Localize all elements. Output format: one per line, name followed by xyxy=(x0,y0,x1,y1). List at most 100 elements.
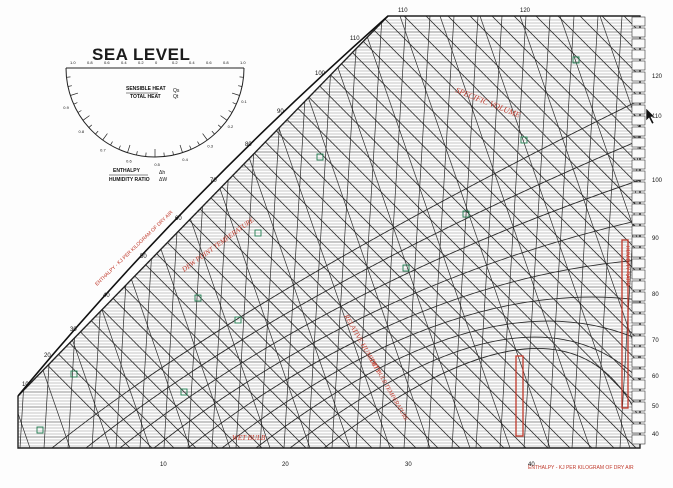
sat-label-30: 30 xyxy=(70,327,77,333)
right-scale-box xyxy=(631,247,646,258)
green-marker xyxy=(254,229,262,237)
protractor-arc-label: 0.6 xyxy=(126,159,132,164)
delta-w-symbol: ΔW xyxy=(159,177,167,183)
sat-label-100: 100 xyxy=(315,71,326,77)
sat-label-60: 60 xyxy=(175,216,182,222)
right-scale-box xyxy=(631,93,646,104)
enthalpy-line xyxy=(18,16,131,448)
chart-title: SEA LEVEL xyxy=(92,45,191,64)
top-label-120: 120 xyxy=(520,8,531,14)
bottom-label-10: 10 xyxy=(160,462,167,468)
right-scale-box xyxy=(631,280,646,291)
relative-humidity-curve xyxy=(187,259,640,448)
enthalpy-line xyxy=(205,16,637,448)
relative-humidity-curve xyxy=(323,348,640,448)
dry-bulb-line xyxy=(115,16,143,448)
dry-bulb-line xyxy=(67,16,95,448)
right-scale-box xyxy=(631,170,646,181)
bottom-label-40: 40 xyxy=(528,462,535,468)
dry-bulb-line xyxy=(307,16,335,448)
enthalpy-line xyxy=(557,16,640,448)
protractor-tick xyxy=(88,124,93,128)
enthalpy-line xyxy=(469,16,640,448)
dry-bulb-line xyxy=(595,16,623,448)
green-marker xyxy=(402,264,410,272)
relative-humidity-curve xyxy=(221,296,640,448)
protractor-scale-label: 1.0 xyxy=(240,60,246,65)
green-marker xyxy=(36,426,44,434)
specific-volume-line xyxy=(599,16,640,448)
right-label-110: 110 xyxy=(652,114,662,120)
dry-bulb-line xyxy=(547,16,575,448)
enthalpy-line xyxy=(491,16,640,448)
saturation-curve xyxy=(17,15,389,397)
protractor-tick xyxy=(220,115,228,121)
saturation-labels: 110 100 90 80 70 60 50 40 30 20 10 xyxy=(22,36,360,388)
protractor-arc-label: 0.7 xyxy=(100,147,106,152)
protractor-tick xyxy=(179,144,183,153)
annotation-humidity-ratio: HUMIDITY RATIO xyxy=(624,246,630,286)
annotation-wet-bulb: WET BULB xyxy=(232,434,266,442)
right-scale-box xyxy=(631,16,646,27)
right-scale-boxes xyxy=(631,16,646,445)
protractor-scale-label: 0 xyxy=(155,60,158,65)
dry-bulb-line xyxy=(283,16,311,448)
dry-bulb-line xyxy=(379,16,407,448)
specific-volume-line xyxy=(439,16,591,448)
dry-bulb-line xyxy=(91,16,119,448)
chart-grid xyxy=(18,16,673,448)
protractor-scale-label: 0.8 xyxy=(223,60,229,65)
enthalpy-line xyxy=(447,16,640,448)
enthalpy-line xyxy=(337,16,640,448)
mouse-cursor-icon xyxy=(645,107,656,125)
protractor-tick xyxy=(82,115,90,121)
right-scale-box xyxy=(631,236,646,247)
sat-label-50: 50 xyxy=(140,254,147,260)
dry-bulb-line xyxy=(475,16,503,448)
dry-bulb-line xyxy=(355,16,383,448)
right-scale-box xyxy=(631,126,646,137)
right-scale-box xyxy=(631,390,646,401)
right-scale-box xyxy=(631,313,646,324)
right-scale-box xyxy=(631,137,646,148)
right-scale-box xyxy=(631,401,646,412)
enthalpy-label: ENTHALPY xyxy=(113,168,141,174)
protractor-tick xyxy=(202,133,208,141)
bottom-label-30: 30 xyxy=(405,462,412,468)
protractor-scale-label: 0.6 xyxy=(104,60,110,65)
green-marker xyxy=(572,56,580,64)
specific-volume-line xyxy=(119,16,271,448)
relative-humidity-curve xyxy=(153,219,640,448)
protractor-arc-label: 0.9 xyxy=(63,105,69,110)
enthalpy-line xyxy=(18,16,175,448)
enthalpy-line xyxy=(668,16,673,448)
right-scale-box xyxy=(631,368,646,379)
specific-volume-line xyxy=(319,16,471,448)
right-scale-box xyxy=(631,412,646,423)
enthalpy-line xyxy=(249,16,640,448)
protractor-tick xyxy=(136,151,138,156)
right-scale-box xyxy=(631,225,646,236)
right-scale-box xyxy=(631,159,646,170)
protractor-tick xyxy=(77,110,82,113)
protractor-tick xyxy=(110,141,113,146)
protractor-scale-label: 0.8 xyxy=(87,60,93,65)
protractor-tick xyxy=(197,141,200,146)
enthalpy-line xyxy=(18,16,219,448)
right-scale-box xyxy=(631,335,646,346)
specific-volume-line xyxy=(279,16,431,448)
right-scale-box xyxy=(631,104,646,115)
protractor-scale-label: 0.2 xyxy=(138,60,144,65)
green-marker xyxy=(180,388,188,396)
enthalpy-line xyxy=(403,16,640,448)
right-scale-box xyxy=(631,192,646,203)
right-scale-box xyxy=(631,302,646,313)
dry-bulb-line xyxy=(43,16,71,448)
right-scale-box xyxy=(631,60,646,71)
right-label-80: 80 xyxy=(652,292,659,298)
enthalpy-axis-bottom-label: ENTHALPY - KJ PER KILOGRAM OF DRY AIR xyxy=(528,465,634,471)
protractor-tick xyxy=(231,92,240,96)
protractor-scale-label: 0.6 xyxy=(206,60,212,65)
dry-bulb-line xyxy=(403,16,431,448)
relative-humidity-curve xyxy=(119,179,640,448)
